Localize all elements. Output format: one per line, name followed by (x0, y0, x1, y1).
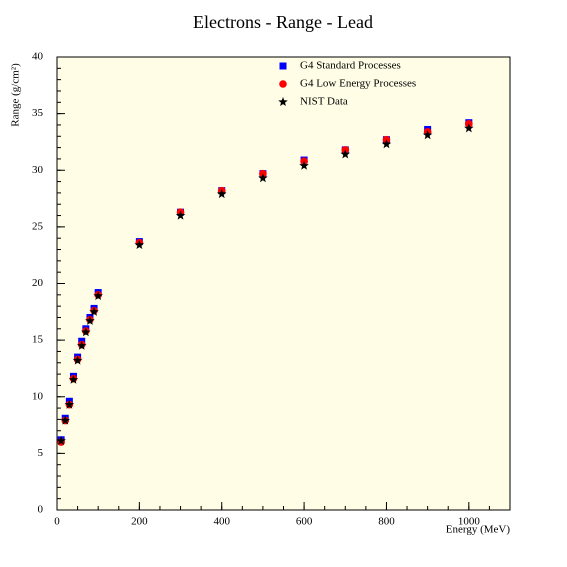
y-tick-label: 25 (32, 220, 44, 232)
legend-label: NIST Data (300, 96, 348, 108)
legend-marker (279, 62, 287, 70)
x-tick-label: 600 (296, 516, 313, 528)
data-point (340, 149, 350, 159)
y-axis-label: Range (g/cm²) (10, 63, 22, 127)
data-point (68, 374, 79, 384)
data-point (64, 399, 75, 409)
legend-label: G4 Low Energy Processes (300, 78, 416, 90)
x-tick-label: 400 (213, 516, 230, 528)
data-point (381, 139, 392, 149)
data-point (93, 291, 103, 300)
data-point (258, 173, 268, 183)
data-point (77, 340, 87, 350)
data-point (72, 355, 83, 365)
x-tick-label: 800 (378, 516, 395, 528)
chart-title: Electrons - Range - Lead (193, 12, 373, 32)
data-point (299, 160, 309, 170)
y-tick-label: 0 (38, 504, 44, 516)
y-tick-label: 35 (32, 107, 44, 119)
x-tick-label: 200 (131, 516, 148, 528)
x-axis-label: Energy (MeV) (446, 524, 511, 536)
data-point (217, 189, 227, 199)
y-tick-label: 40 (32, 51, 44, 63)
y-tick-label: 20 (32, 277, 44, 289)
data-point (60, 415, 70, 425)
data-point (85, 315, 95, 325)
y-tick-label: 5 (38, 447, 44, 459)
data-point (464, 123, 474, 133)
data-point (422, 130, 433, 140)
legend-marker (278, 97, 288, 106)
data-point (56, 435, 66, 445)
plot-area (56, 56, 511, 511)
legend-label: G4 Standard Processes (300, 60, 401, 72)
legend-marker (279, 80, 287, 88)
x-tick-label: 0 (54, 516, 60, 528)
y-tick-label: 15 (32, 334, 44, 346)
x-tick-label: 1000 (458, 516, 481, 528)
data-point (81, 327, 91, 337)
data-point (175, 210, 186, 220)
data-point (134, 240, 145, 249)
y-tick-label: 30 (32, 164, 44, 176)
data-point (89, 306, 99, 316)
y-tick-label: 10 (32, 390, 44, 402)
